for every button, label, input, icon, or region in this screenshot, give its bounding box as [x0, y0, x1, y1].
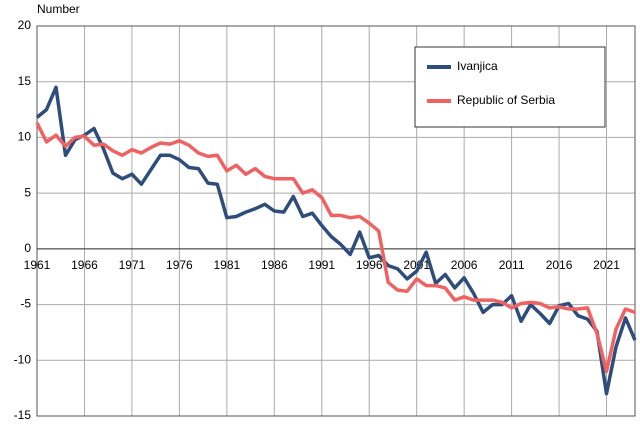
x-tick-label: 1986	[261, 258, 288, 272]
x-tick-label: 2016	[546, 258, 573, 272]
x-tick-label: 1981	[213, 258, 240, 272]
legend-box	[414, 46, 606, 128]
y-tick-label: 10	[18, 130, 32, 144]
plot-frame	[36, 25, 636, 417]
y-tick-label: -5	[20, 297, 31, 311]
x-tick-label: 1991	[308, 258, 335, 272]
y-tick-label: 20	[18, 18, 32, 32]
y-tick-label: 0	[24, 241, 31, 255]
y-tick-label: -15	[14, 408, 32, 422]
y-tick-label: 15	[18, 74, 32, 88]
series-line	[35, 85, 637, 396]
legend-label: Ivanjica	[457, 59, 498, 73]
x-tick-label: 2001	[403, 258, 430, 272]
x-tick-label: 1976	[166, 258, 193, 272]
x-tick-label: 2011	[499, 258, 525, 272]
x-tick-label: 1966	[71, 258, 98, 272]
y-axis-label: Number	[37, 2, 80, 16]
y-tick-label: -10	[14, 352, 32, 366]
x-tick-label: 2006	[451, 258, 478, 272]
y-tick-label: 5	[24, 185, 31, 199]
x-tick-label: 2021	[593, 258, 620, 272]
x-tick-label: 1996	[356, 258, 383, 272]
series-line	[35, 122, 636, 374]
legend-label: Republic of Serbia	[457, 93, 555, 107]
x-tick-label: 1971	[119, 258, 146, 272]
